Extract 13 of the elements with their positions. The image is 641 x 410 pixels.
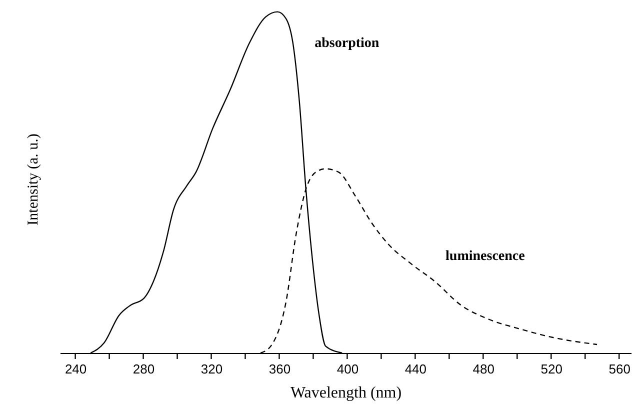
x-tick-label: 560 — [608, 362, 630, 376]
x-tick-label: 440 — [404, 362, 427, 376]
series-label: absorption — [314, 36, 380, 52]
x-axis-title: Wavelength (nm) — [290, 384, 402, 402]
series-label: luminescence — [446, 248, 525, 264]
x-tick-label: 400 — [336, 362, 359, 376]
x-tick-label: 320 — [200, 362, 223, 376]
x-tick-label: 520 — [540, 362, 562, 376]
x-tick-label: 280 — [132, 362, 155, 376]
x-tick-label: 240 — [64, 362, 87, 376]
y-axis-title: Intensity (a. u.) — [26, 134, 42, 226]
x-tick-label: 480 — [472, 362, 495, 376]
x-tick-label: 360 — [268, 362, 291, 376]
